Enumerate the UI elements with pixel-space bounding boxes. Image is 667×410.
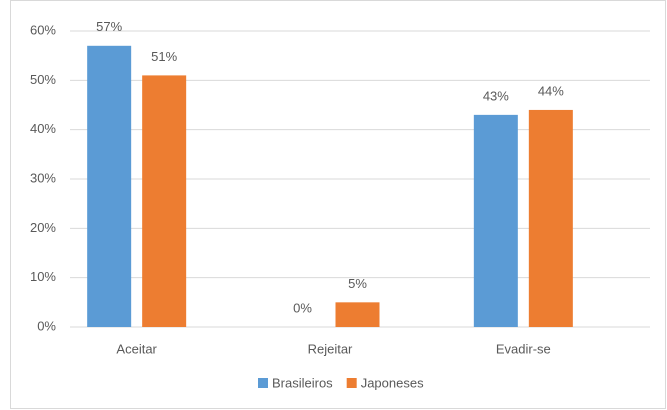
y-tick-label: 10% <box>30 269 56 284</box>
value-label: 51% <box>151 49 177 64</box>
x-tick-label: Rejeitar <box>308 341 353 356</box>
y-tick-label: 30% <box>30 170 56 185</box>
value-label: 0% <box>293 300 312 315</box>
legend-label: Japoneses <box>361 375 424 390</box>
y-tick-label: 20% <box>30 220 56 235</box>
bar <box>142 75 187 328</box>
y-tick-label: 0% <box>37 318 56 333</box>
legend-label: Brasileiros <box>272 375 333 390</box>
legend-swatch <box>346 378 357 388</box>
value-label: 43% <box>483 88 509 103</box>
value-label: 5% <box>348 276 367 291</box>
bar <box>335 302 380 327</box>
bar <box>473 114 518 327</box>
bar <box>87 45 132 328</box>
value-label: 57% <box>96 19 122 34</box>
y-tick-label: 50% <box>30 72 56 87</box>
x-tick-label: Evadir-se <box>496 341 551 356</box>
value-label: 44% <box>538 83 564 98</box>
x-tick-label: Aceitar <box>116 341 157 356</box>
legend-swatch <box>258 378 268 388</box>
bar <box>528 109 573 327</box>
y-tick-label: 60% <box>30 22 56 37</box>
y-tick-label: 40% <box>30 121 56 136</box>
